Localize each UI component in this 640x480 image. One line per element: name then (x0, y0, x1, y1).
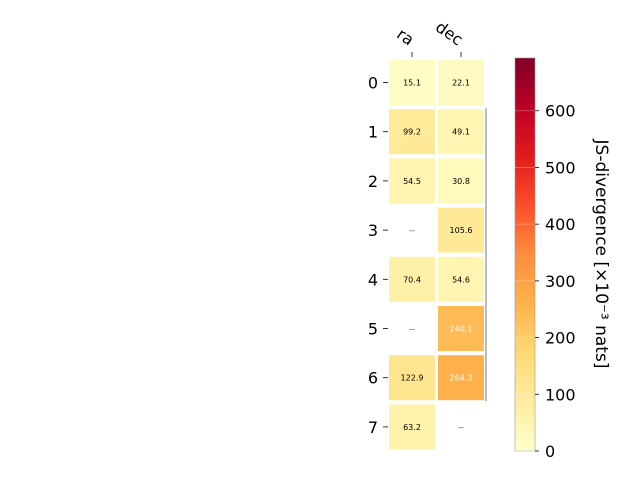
row-label-6: 6 (368, 369, 378, 388)
heatmap-cell-1-ra (389, 109, 435, 155)
cell-label-0-dec: 22.1 (452, 79, 470, 88)
row-label-7: 7 (368, 418, 378, 437)
row-label-3: 3 (368, 221, 378, 240)
cell-label-2-ra: 54.5 (403, 177, 421, 186)
heatmap-cell-3-dec (438, 207, 484, 253)
colorbar-tick-label-0: 0 (545, 442, 555, 461)
heatmap-cell-5-dec (438, 306, 484, 351)
heatmap-cell-6-ra (389, 355, 435, 401)
heatmap-cell-6-dec (438, 355, 484, 401)
cell-label-3-dec: 105.6 (450, 226, 473, 235)
cell-label-5-dec: 240.1 (450, 325, 473, 334)
colorbar-tick-label-400: 400 (545, 215, 576, 234)
row-label-0: 0 (368, 74, 378, 93)
heatmap-cell-1-dec (438, 109, 484, 155)
colorbar: 0 100 200 300 400 500 600 JS-divergence [×10⁻³… (514, 57, 611, 461)
cell-label-1-dec: 49.1 (452, 128, 470, 137)
heatmap-cell-7-ra (389, 404, 435, 450)
cell-label-5-ra: -- (409, 325, 415, 334)
row-label-5: 5 (368, 320, 378, 339)
heatmap-cell-4-dec (438, 256, 484, 302)
cell-label-2-dec: 30.8 (452, 177, 470, 186)
colorbar-tick-label-300: 300 (545, 272, 576, 291)
cell-label-0-ra: 15.1 (403, 79, 421, 88)
colorbar-gradient (514, 57, 536, 452)
cell-label-3-ra: -- (409, 226, 415, 235)
cell-label-6-dec: 264.3 (450, 374, 473, 383)
heatmap-cell-2-dec (438, 158, 484, 204)
cell-label-7-ra: 63.2 (403, 423, 421, 432)
heatmap-cell-0-dec (438, 60, 484, 105)
row-label-1: 1 (368, 123, 378, 142)
colorbar-tick-label-600: 600 (545, 102, 576, 121)
cell-label-6-ra: 122.9 (401, 374, 424, 383)
heatmap-cell-4-ra (389, 256, 435, 302)
col-label-dec: dec (432, 17, 466, 49)
col-label-ra: ra (393, 24, 417, 49)
colorbar-tick-label-100: 100 (545, 385, 576, 404)
colorbar-tick-label-500: 500 (545, 158, 576, 177)
colorbar-label: JS-divergence [×10⁻³ nats] (591, 139, 611, 369)
cell-label-4-dec: 54.6 (452, 275, 470, 284)
colorbar-tick-label-200: 200 (545, 329, 576, 348)
heatmap-cell-0-ra (389, 60, 435, 105)
heatmap-cells: 15.1 22.1 99.2 49.1 54.5 30.8 -- 105.6 70.4 54.6 -… (389, 60, 484, 450)
colorbar-ticks: 0 100 200 300 400 500 600 (515, 102, 576, 461)
cell-label-7-dec: -- (458, 423, 464, 432)
row-label-4: 4 (368, 270, 378, 289)
cell-label-4-ra: 70.4 (403, 275, 421, 284)
cell-label-1-ra: 99.2 (403, 128, 421, 137)
row-label-2: 2 (368, 172, 378, 191)
heatmap-cell-2-ra (389, 158, 435, 204)
